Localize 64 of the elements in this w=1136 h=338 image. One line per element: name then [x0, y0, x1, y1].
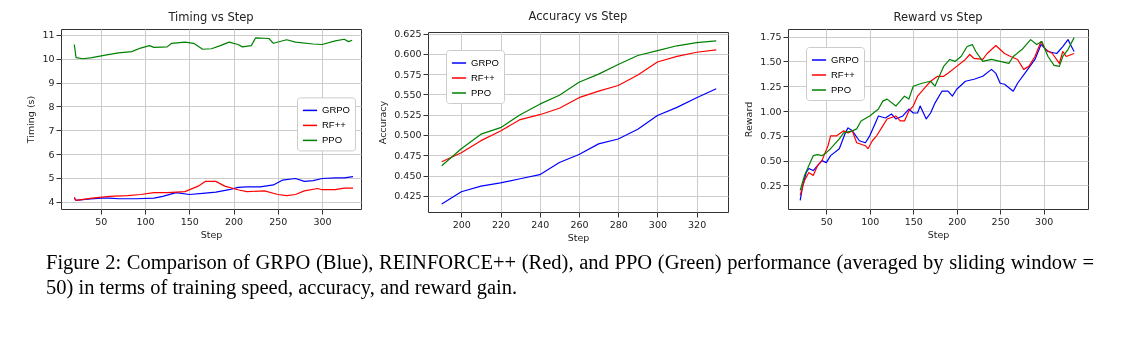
legend-label: RF++: [322, 119, 347, 131]
y-tick-label: 1.75: [760, 31, 782, 43]
legend-label: GRPO: [831, 54, 859, 65]
legend-label: PPO: [322, 134, 343, 146]
y-tick-label: 5: [48, 172, 55, 184]
x-axis-title: Step: [927, 229, 950, 240]
y-tick-label: 9: [48, 77, 55, 89]
x-tick-label: 50: [95, 215, 108, 227]
legend-label: RF++: [831, 69, 856, 80]
chart-title: Timing vs Step: [167, 9, 254, 24]
y-tick-label: 1.25: [760, 80, 782, 92]
y-axis-title: Accuracy: [377, 100, 389, 145]
caption: Figure 2: Comparison of GRPO (Blue), REINFORCE++ (Red), and PPO (Green) performance (averaged by sliding window = 50) in terms of training speed, accuracy, and reward gain.: [46, 250, 1094, 300]
y-tick-label: 10: [42, 53, 55, 65]
x-axis-title: Step: [200, 229, 223, 240]
x-tick-label: 220: [491, 218, 511, 230]
x-tick-label: 300: [313, 215, 332, 227]
x-tick-label: 200: [452, 218, 471, 230]
line-series: [441, 88, 717, 205]
y-tick-label: 0.550: [394, 88, 422, 100]
x-tick-label: 250: [269, 215, 288, 227]
x-tick-label: 150: [180, 215, 199, 227]
y-tick-label: 0.500: [394, 129, 422, 141]
y-tick-label: 0.600: [394, 48, 422, 60]
y-tick-label: 0.425: [394, 190, 422, 202]
line-series: [73, 37, 353, 60]
x-tick-label: 200: [225, 215, 244, 227]
y-tick-label: 6: [48, 148, 55, 160]
y-axis-title: Reward: [743, 101, 755, 138]
x-tick-label: 300: [1035, 215, 1054, 227]
y-tick-label: 1.00: [760, 105, 782, 117]
y-axis-title: Timing (s): [25, 95, 37, 145]
y-tick-label: 0.50: [760, 155, 782, 167]
x-tick-label: 300: [648, 218, 667, 230]
y-tick-label: 1.50: [760, 55, 782, 67]
x-tick-label: 200: [948, 215, 967, 227]
y-tick-label: 11: [42, 29, 55, 41]
legend-label: GRPO: [471, 57, 499, 68]
x-tick-label: 240: [531, 218, 550, 230]
x-tick-label: 150: [904, 215, 923, 227]
legend-label: PPO: [471, 87, 492, 98]
x-tick-label: 280: [609, 218, 628, 230]
x-tick-label: 50: [820, 215, 833, 227]
legend-label: RF++: [471, 72, 496, 83]
chart-title: Accuracy vs Step: [528, 9, 628, 24]
y-tick-label: 7: [48, 124, 55, 136]
x-tick-label: 250: [991, 215, 1010, 227]
y-tick-label: 0.450: [394, 170, 422, 182]
y-tick-label: 0.625: [394, 28, 422, 40]
legend-label: PPO: [831, 84, 852, 95]
chart-title: Reward vs Step: [893, 9, 983, 24]
x-tick-label: 320: [688, 218, 707, 230]
y-tick-label: 0.575: [394, 68, 422, 80]
y-tick-label: 4: [48, 196, 55, 208]
legend-label: GRPO: [322, 104, 350, 116]
y-tick-label: 0.75: [760, 130, 782, 142]
x-axis-title: Step: [567, 232, 590, 243]
y-tick-label: 0.475: [394, 149, 422, 161]
y-tick-label: 0.25: [760, 179, 782, 191]
x-tick-label: 100: [136, 215, 155, 227]
y-tick-label: 8: [48, 100, 55, 112]
x-tick-label: 260: [570, 218, 589, 230]
x-tick-label: 100: [861, 215, 880, 227]
y-tick-label: 0.525: [394, 109, 422, 121]
